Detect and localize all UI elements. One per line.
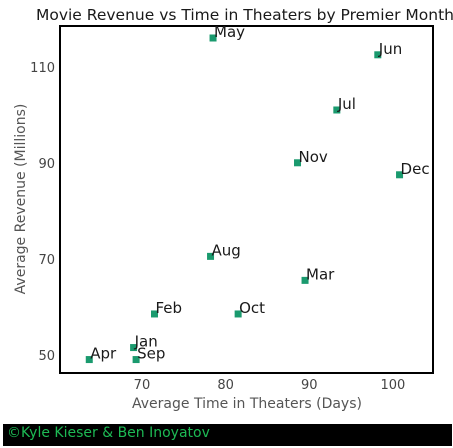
chart-title: Movie Revenue vs Time in Theaters by Pre… <box>36 6 453 24</box>
x-tick-label: 70 <box>134 378 151 393</box>
x-axis-ticks: 70 80 90 100 <box>134 378 406 393</box>
point-label: Feb <box>156 299 183 317</box>
scatter-chart: Movie Revenue vs Time in Theaters by Pre… <box>13 6 453 412</box>
point-label: Jun <box>378 40 402 58</box>
data-point <box>132 356 140 364</box>
point-label: Aug <box>212 241 241 259</box>
footer-credit: ©Kyle Kieser & Ben Inoyatov <box>7 425 210 441</box>
data-point <box>396 171 404 179</box>
y-tick-label: 50 <box>38 349 55 364</box>
point-label: Nov <box>299 148 328 166</box>
data-point <box>130 344 138 352</box>
x-tick-label: 100 <box>380 378 405 393</box>
point-label: Apr <box>90 345 117 363</box>
point-label: Oct <box>239 299 265 317</box>
point-labels: May Jun Jul Nov Dec Aug Mar Feb Oct Jan Apr Sep <box>90 23 429 363</box>
point-label: Dec <box>401 160 430 178</box>
y-axis-label: Average Revenue (Millions) <box>13 104 29 295</box>
data-point <box>333 106 341 114</box>
data-point <box>151 310 159 318</box>
y-axis-ticks: 50 70 90 110 <box>30 61 55 364</box>
data-point <box>294 159 302 167</box>
x-tick-label: 80 <box>217 378 234 393</box>
data-point <box>209 34 217 42</box>
x-tick-label: 90 <box>301 378 318 393</box>
point-label: Jul <box>337 95 356 113</box>
plot-area-frame <box>59 25 434 374</box>
point-label: May <box>214 23 245 41</box>
data-point <box>207 252 215 260</box>
y-tick-label: 70 <box>38 253 55 268</box>
point-label: Jan <box>134 333 158 351</box>
y-tick-label: 90 <box>38 157 55 172</box>
data-points <box>85 34 404 364</box>
y-tick-label: 110 <box>30 61 55 76</box>
point-label: Sep <box>137 345 165 363</box>
footer-bar: ©Kyle Kieser & Ben Inoyatov <box>3 424 452 446</box>
data-point <box>234 310 242 318</box>
data-point <box>374 51 382 59</box>
x-axis-label: Average Time in Theaters (Days) <box>132 396 362 412</box>
data-point <box>301 276 309 284</box>
point-label: Mar <box>306 265 335 283</box>
data-point <box>85 356 93 364</box>
